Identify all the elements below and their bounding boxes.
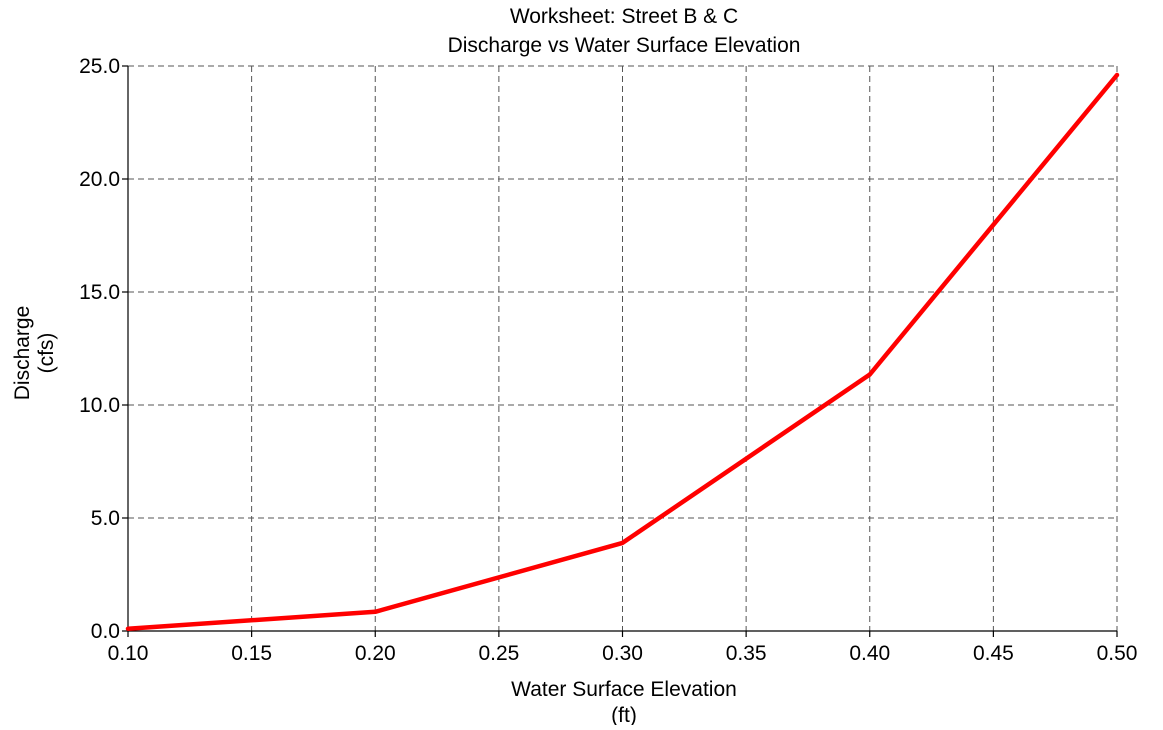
y-axis-label: Discharge [11,306,34,401]
x-tick-label: 0.45 [973,642,1014,665]
x-tick-label: 0.50 [1097,642,1138,665]
x-axis-label: Water Surface Elevation [511,678,737,701]
x-tick-label: 0.15 [231,642,272,665]
y-tick-label: 0.0 [91,620,120,643]
x-tick-label: 0.20 [355,642,396,665]
y-tick-label: 5.0 [91,507,120,530]
x-axis-unit: (ft) [611,704,637,725]
y-tick-label: 10.0 [79,394,120,417]
y-tick-label: 25.0 [79,55,120,78]
axis-layer [122,65,1118,637]
x-tick-label: 0.10 [108,642,149,665]
x-tick-label: 0.40 [849,642,890,665]
chart-title: Worksheet: Street B & C [510,5,738,28]
y-tick-label: 15.0 [79,281,120,304]
tick-label-layer: 0.10 0.15 0.20 0.25 0.30 0.35 0.40 0.45 0.50 0.0 5… [79,55,1137,665]
grid-layer [128,65,1118,631]
y-tick-label: 20.0 [79,168,120,191]
y-axis-unit: (cfs) [35,333,58,374]
chart-subtitle: Discharge vs Water Surface Elevation [448,34,801,57]
x-tick-label: 0.25 [478,642,519,665]
x-tick-label: 0.30 [602,642,643,665]
series-line-discharge [125,72,1120,631]
series-layer [125,72,1120,631]
x-tick-label: 0.35 [726,642,767,665]
